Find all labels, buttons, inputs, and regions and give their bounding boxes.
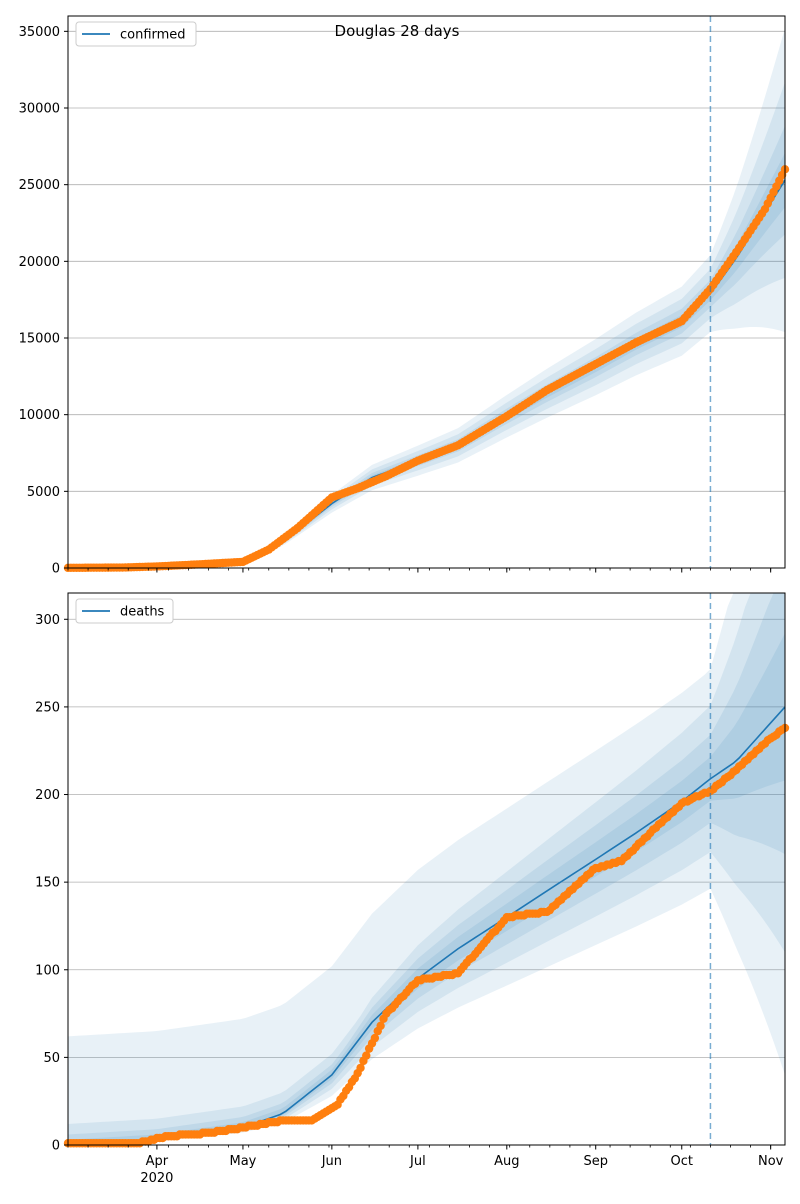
y-tick-label: 25000 [19,178,60,193]
axes-frame [67,15,786,569]
x-tick-label: Sep [583,1154,608,1169]
observed-points [63,723,790,1148]
y-tick-label: 200 [35,788,60,803]
legend-label: confirmed [120,28,186,43]
legend-box [75,598,174,624]
data-point [362,1051,371,1060]
y-tick-label: 50 [43,1051,60,1066]
uncertainty-band-3 [68,152,785,569]
y-tick-label: 0 [52,1139,60,1154]
x-tick-label: Apr [146,1154,169,1169]
uncertainty-band-0 [68,27,785,568]
data-point [356,1063,365,1073]
y-tick-label: 30000 [19,102,60,117]
y-tick-label: 0 [52,562,60,577]
y-tick-label: 20000 [19,255,60,270]
y-tick-label: 35000 [19,25,60,40]
uncertainty-band-0 [68,593,785,1145]
series-line-confirmed [67,179,786,569]
uncertainty-band-2 [68,125,785,569]
x-tick-sublabel: 2020 [140,1171,173,1186]
axes-frame [67,592,786,1146]
x-tick-label: Oct [671,1154,693,1169]
x-tick-label: Jun [321,1154,342,1169]
chart-panel-0: 0 5000 10000 15000 20000 25000 30000 35000 confi… [19,15,790,577]
y-tick-label: 15000 [19,332,60,347]
y-tick-label: 100 [35,963,60,978]
x-tick-label: Nov [758,1154,784,1169]
legend: confirmed [75,21,197,47]
x-tick-label: Aug [494,1154,519,1169]
observed-points [63,165,790,573]
legend-label: deaths [120,605,165,620]
data-point [376,1021,385,1031]
y-tick-label: 300 [35,613,60,628]
uncertainty-band-1 [68,593,785,1145]
y-tick-label: 10000 [19,408,60,423]
y-tick-label: 150 [35,876,60,891]
y-tick-label: 5000 [27,485,60,500]
x-tick-label: Jul [409,1154,426,1169]
legend: deaths [75,598,174,624]
chart-title: Douglas 28 days [335,22,460,40]
legend-box [75,21,197,47]
data-point [370,1033,380,1043]
uncertainty-band-1 [68,82,785,568]
y-tick-label: 250 [35,700,60,715]
chart-panel-1: 0 50 100 150 200 250 300 Apr 2020 May Jun Jul Aug Sep… [35,592,790,1186]
x-tick-label: May [230,1154,257,1169]
